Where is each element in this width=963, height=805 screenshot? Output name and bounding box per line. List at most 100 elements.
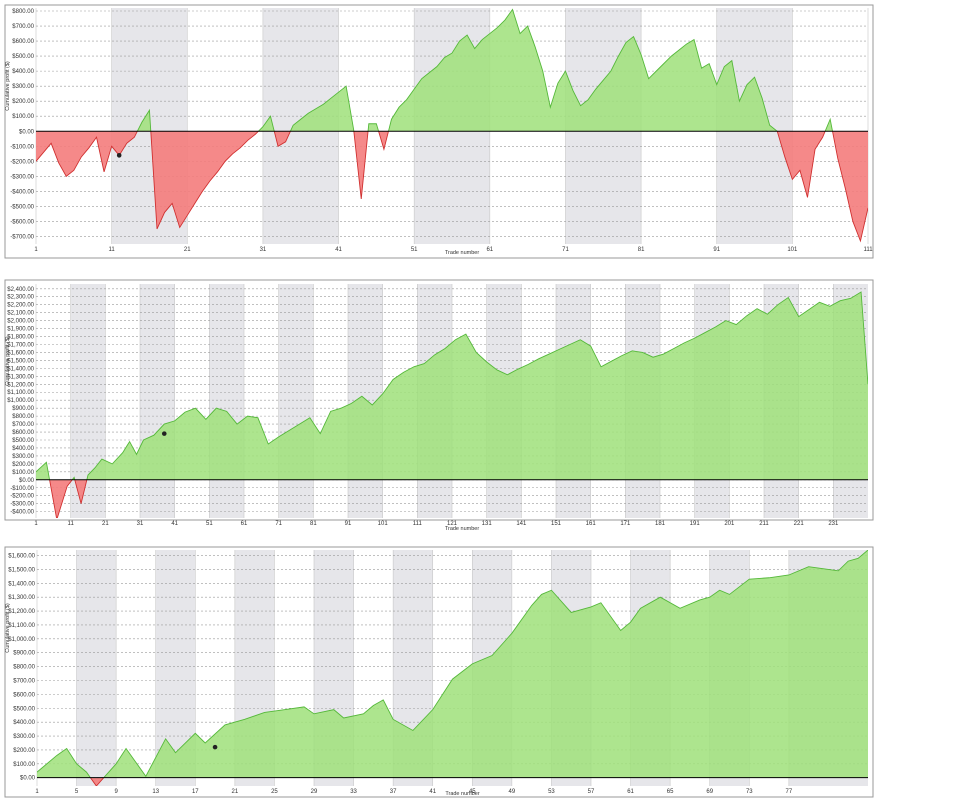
y-tick-label: $200.00: [12, 462, 34, 468]
x-tick-label: 91: [345, 521, 352, 527]
x-tick-label: 21: [102, 521, 109, 527]
x-tick-label: 191: [690, 521, 701, 527]
x-tick-label: 61: [627, 789, 634, 795]
x-tick-label: 17: [192, 789, 199, 795]
x-tick-label: 57: [588, 789, 595, 795]
y-tick-label: $1,200.00: [8, 609, 35, 615]
y-tick-label: $400.00: [12, 69, 34, 75]
x-tick-label: 49: [509, 789, 516, 795]
current-trade-marker[interactable]: [117, 153, 122, 158]
y-tick-label: $600.00: [13, 692, 35, 698]
y-tick-label: $1,700.00: [7, 342, 34, 348]
y-tick-label: $1,000.00: [8, 637, 35, 643]
x-tick-label: 211: [759, 521, 769, 527]
x-tick-label: 11: [109, 247, 116, 253]
y-tick-label: $2,200.00: [7, 303, 34, 309]
x-tick-label: 29: [311, 789, 318, 795]
x-tick-label: 41: [171, 521, 178, 527]
y-tick-label: $2,400.00: [7, 287, 34, 293]
x-tick-label: 31: [137, 521, 144, 527]
y-tick-label: $1,300.00: [8, 595, 35, 601]
alternating-band: [140, 284, 175, 518]
x-tick-label: 81: [310, 521, 317, 527]
x-tick-label: 171: [620, 521, 631, 527]
x-tick-label: 21: [184, 247, 191, 253]
x-tick-label: 33: [350, 789, 357, 795]
y-tick-label: -$200.00: [10, 159, 34, 165]
y-tick-label: $1,000.00: [7, 398, 34, 404]
x-tick-label: 141: [516, 521, 527, 527]
y-tick-label: $700.00: [12, 24, 34, 30]
y-tick-label: $1,600.00: [7, 350, 34, 356]
alternating-band: [279, 284, 314, 518]
y-tick-label: -$600.00: [10, 219, 34, 225]
y-tick-label: -$300.00: [10, 174, 34, 180]
x-tick-label: 131: [482, 521, 493, 527]
y-tick-label: $300.00: [12, 454, 34, 460]
x-tick-label: 221: [794, 521, 805, 527]
y-axis-label: Cumulative profit ($): [5, 603, 11, 653]
y-tick-label: -$400.00: [10, 510, 34, 516]
y-tick-label: -$300.00: [10, 502, 34, 508]
y-tick-label: $400.00: [13, 720, 35, 726]
y-tick-label: $500.00: [12, 54, 34, 60]
y-tick-label: $1,900.00: [7, 327, 34, 333]
x-tick-label: 61: [241, 521, 248, 527]
y-tick-label: $2,100.00: [7, 311, 34, 317]
x-tick-label: 25: [271, 789, 278, 795]
current-trade-marker[interactable]: [213, 745, 218, 750]
current-trade-marker[interactable]: [162, 431, 167, 436]
cumulative-profit-chart-middle: $2,400.00 $2,300.00 $2,200.00 $2,100.00 $2,0…: [5, 280, 873, 532]
y-tick-label: $700.00: [12, 422, 34, 428]
y-tick-label: $100.00: [12, 470, 34, 476]
x-tick-label: 77: [786, 789, 793, 795]
y-tick-label: $1,300.00: [7, 374, 34, 380]
cumulative-profit-chart-top: $800.00 $700.00 $600.00 $500.00 $400.00 $300.…: [5, 5, 873, 258]
x-tick-label: 231: [828, 521, 839, 527]
y-tick-label: $600.00: [12, 39, 34, 45]
x-tick-label: 71: [562, 247, 569, 253]
y-tick-label: $2,000.00: [7, 319, 34, 325]
x-tick-label: 111: [413, 521, 423, 527]
y-tick-label: -$400.00: [10, 189, 34, 195]
x-tick-label: 51: [206, 521, 213, 527]
y-tick-label: $800.00: [12, 9, 34, 15]
x-tick-label: 101: [378, 521, 389, 527]
x-tick-label: 21: [232, 789, 239, 795]
y-tick-label: $100.00: [13, 762, 35, 768]
y-tick-label: $1,400.00: [7, 366, 34, 372]
y-tick-label: $1,400.00: [8, 581, 35, 587]
y-axis-label: Cumulative profit ($): [5, 61, 11, 111]
x-tick-label: 41: [335, 247, 342, 253]
x-tick-label: 53: [548, 789, 555, 795]
y-tick-label: $900.00: [12, 406, 34, 412]
y-tick-label: $300.00: [12, 84, 34, 90]
y-tick-label: -$700.00: [10, 234, 34, 240]
y-tick-label: $1,100.00: [7, 390, 34, 396]
x-tick-label: 101: [787, 247, 798, 253]
x-tick-label: 65: [667, 789, 674, 795]
x-tick-label: 151: [551, 521, 562, 527]
x-tick-label: 13: [152, 789, 159, 795]
y-tick-label: $200.00: [13, 748, 35, 754]
x-tick-label: 69: [706, 789, 713, 795]
y-tick-label: $1,200.00: [7, 382, 34, 388]
y-tick-label: $0.00: [19, 129, 35, 135]
y-tick-label: $1,600.00: [8, 554, 35, 560]
y-tick-label: -$100.00: [10, 144, 34, 150]
y-tick-label: $100.00: [12, 114, 34, 120]
y-tick-label: $0.00: [19, 478, 35, 484]
x-tick-label: 161: [586, 521, 597, 527]
y-tick-label: $1,800.00: [7, 335, 34, 341]
x-axis-label: Trade number: [445, 526, 480, 532]
y-tick-label: $1,500.00: [7, 358, 34, 364]
y-tick-label: $2,300.00: [7, 295, 34, 301]
y-tick-label: $0.00: [20, 776, 36, 782]
y-tick-label: $800.00: [13, 665, 35, 671]
y-tick-label: $500.00: [12, 438, 34, 444]
y-tick-label: -$500.00: [10, 204, 34, 210]
cumulative-profit-chart-bottom: $1,600.00$1,500.00$1,400.00$1,300.00$1,2…: [5, 547, 873, 797]
y-tick-label: $200.00: [12, 99, 34, 105]
y-tick-label: $400.00: [12, 446, 34, 452]
